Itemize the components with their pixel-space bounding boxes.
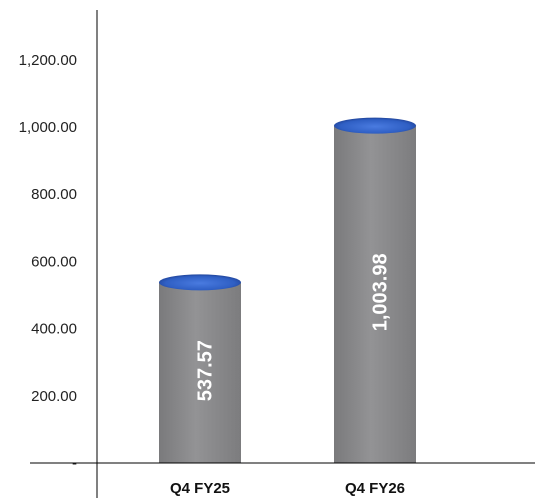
y-tick-label: 200.00 xyxy=(31,388,77,405)
y-tick-label: 1,200.00 xyxy=(19,52,77,69)
bar-top xyxy=(334,117,416,134)
data-label: 537.57 xyxy=(194,340,216,401)
y-tick-label: 600.00 xyxy=(31,253,77,270)
y-tick-label: 800.00 xyxy=(31,186,77,203)
x-tick-label: Q4 FY26 xyxy=(345,480,405,497)
bar: 537.57 xyxy=(159,274,241,463)
bar-body xyxy=(159,282,241,463)
x-axis: Q4 FY25 Q4 FY26 xyxy=(30,462,535,497)
y-tick-label: 1,000.00 xyxy=(19,119,77,136)
y-axis: -200.00400.00600.00800.001,000.001,200.0… xyxy=(19,10,98,498)
x-tick-label: Q4 FY25 xyxy=(170,480,230,497)
bar: 1,003.98 xyxy=(334,117,416,463)
y-tick-label: 400.00 xyxy=(31,321,77,338)
bars: 537.57 1,003.98 xyxy=(159,117,416,463)
data-label: 1,003.98 xyxy=(369,253,391,331)
bar-body xyxy=(334,125,416,463)
bar-top xyxy=(159,274,241,291)
